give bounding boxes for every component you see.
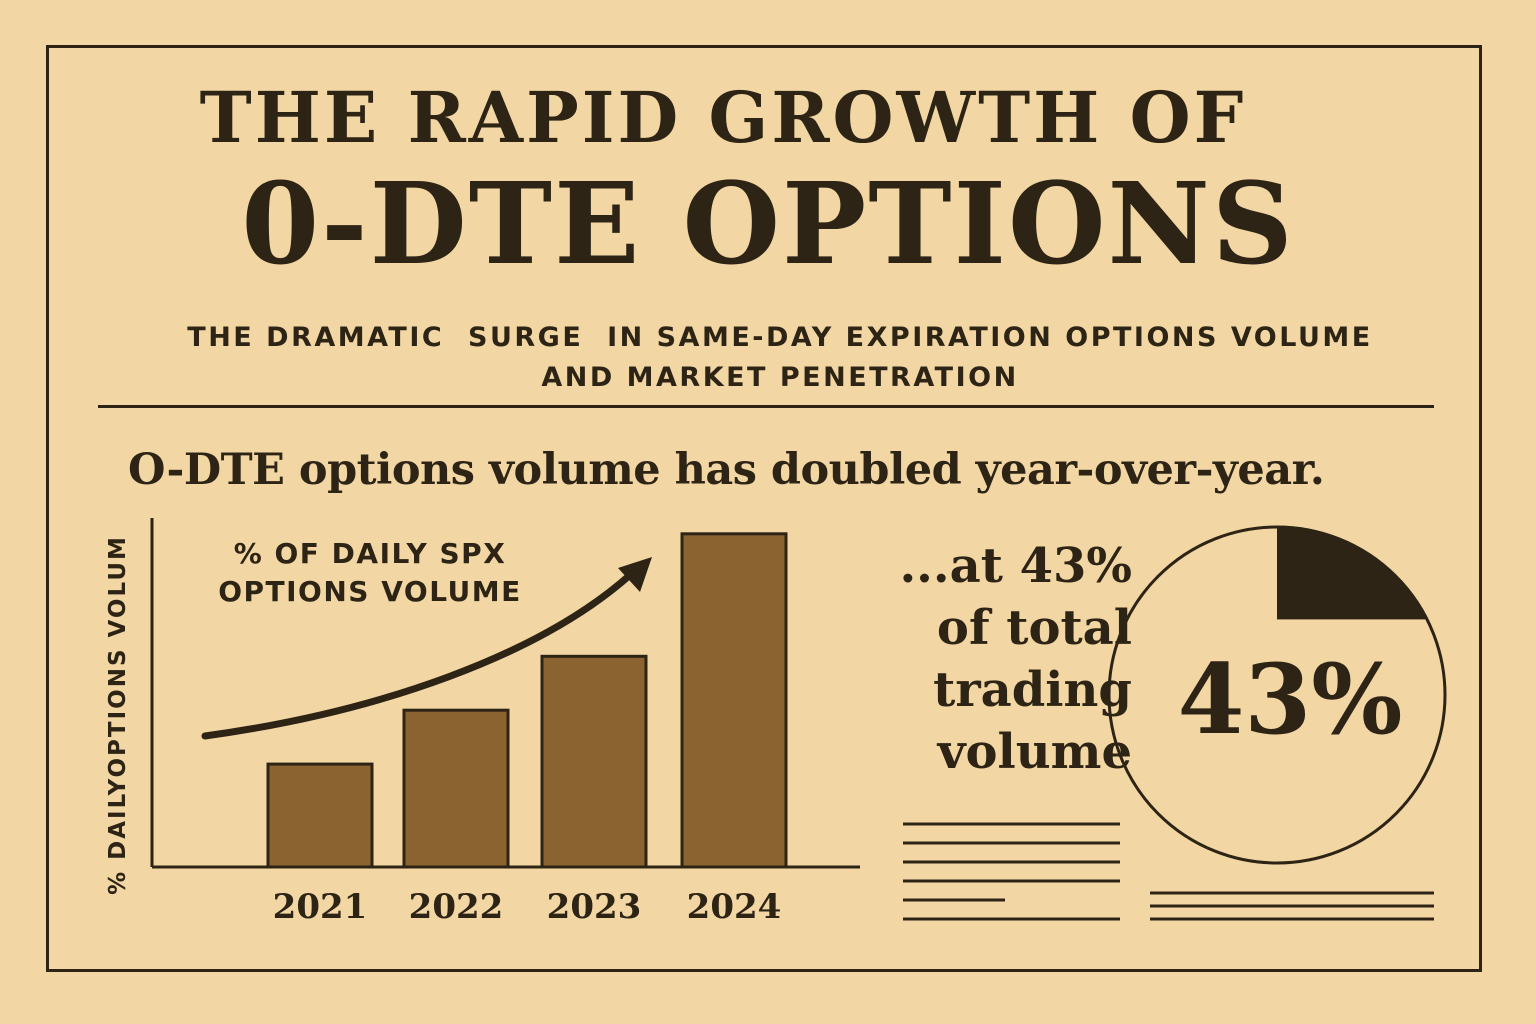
decorative-lines-right [1150,891,1434,921]
x-tick-2024: 2024 [686,887,782,927]
decorative-lines-left [903,822,1120,921]
headline: O-DTE options volume has doubled year-ov… [128,445,1325,495]
side-callout-line-1: ...at 43% [899,538,1132,594]
trend-arrow-shaft [201,571,634,740]
subtitle: THE DRAMATIC SURGE IN SAME-DAY EXPIRATIO… [0,318,1536,398]
bar-2023 [540,654,648,869]
bar-2021 [266,762,374,869]
pie-value-label: 43% [1177,643,1403,756]
subtitle-line-1: THE DRAMATIC SURGE IN SAME-DAY EXPIRATIO… [187,322,1373,353]
title-line-2: 0-DTE OPTIONS [241,159,1295,290]
bar-2022 [402,708,510,869]
side-callout: ...at 43% of total trading volume [832,535,1132,783]
y-axis-label: % DAILYOPTIONS VOLUM [105,535,131,895]
x-tick-2023: 2023 [546,887,642,927]
chart-annotation: % OF DAILY SPX OPTIONS VOLUME [218,537,522,608]
side-callout-line-3: trading [933,662,1132,718]
x-tick-2021: 2021 [272,887,368,927]
side-callout-line-2: of total [936,600,1132,656]
bar-chart [150,518,860,869]
bar-2024 [680,532,788,869]
subtitle-line-2: AND MARKET PENETRATION [541,362,1019,393]
infographic-frame [46,45,1482,972]
trend-arrow-head [618,557,652,592]
divider-rule [98,405,1434,408]
title-line-1: THE RAPID GROWTH OF [199,76,1247,159]
side-callout-line-4: volume [937,724,1132,780]
x-tick-2022: 2022 [408,887,504,927]
